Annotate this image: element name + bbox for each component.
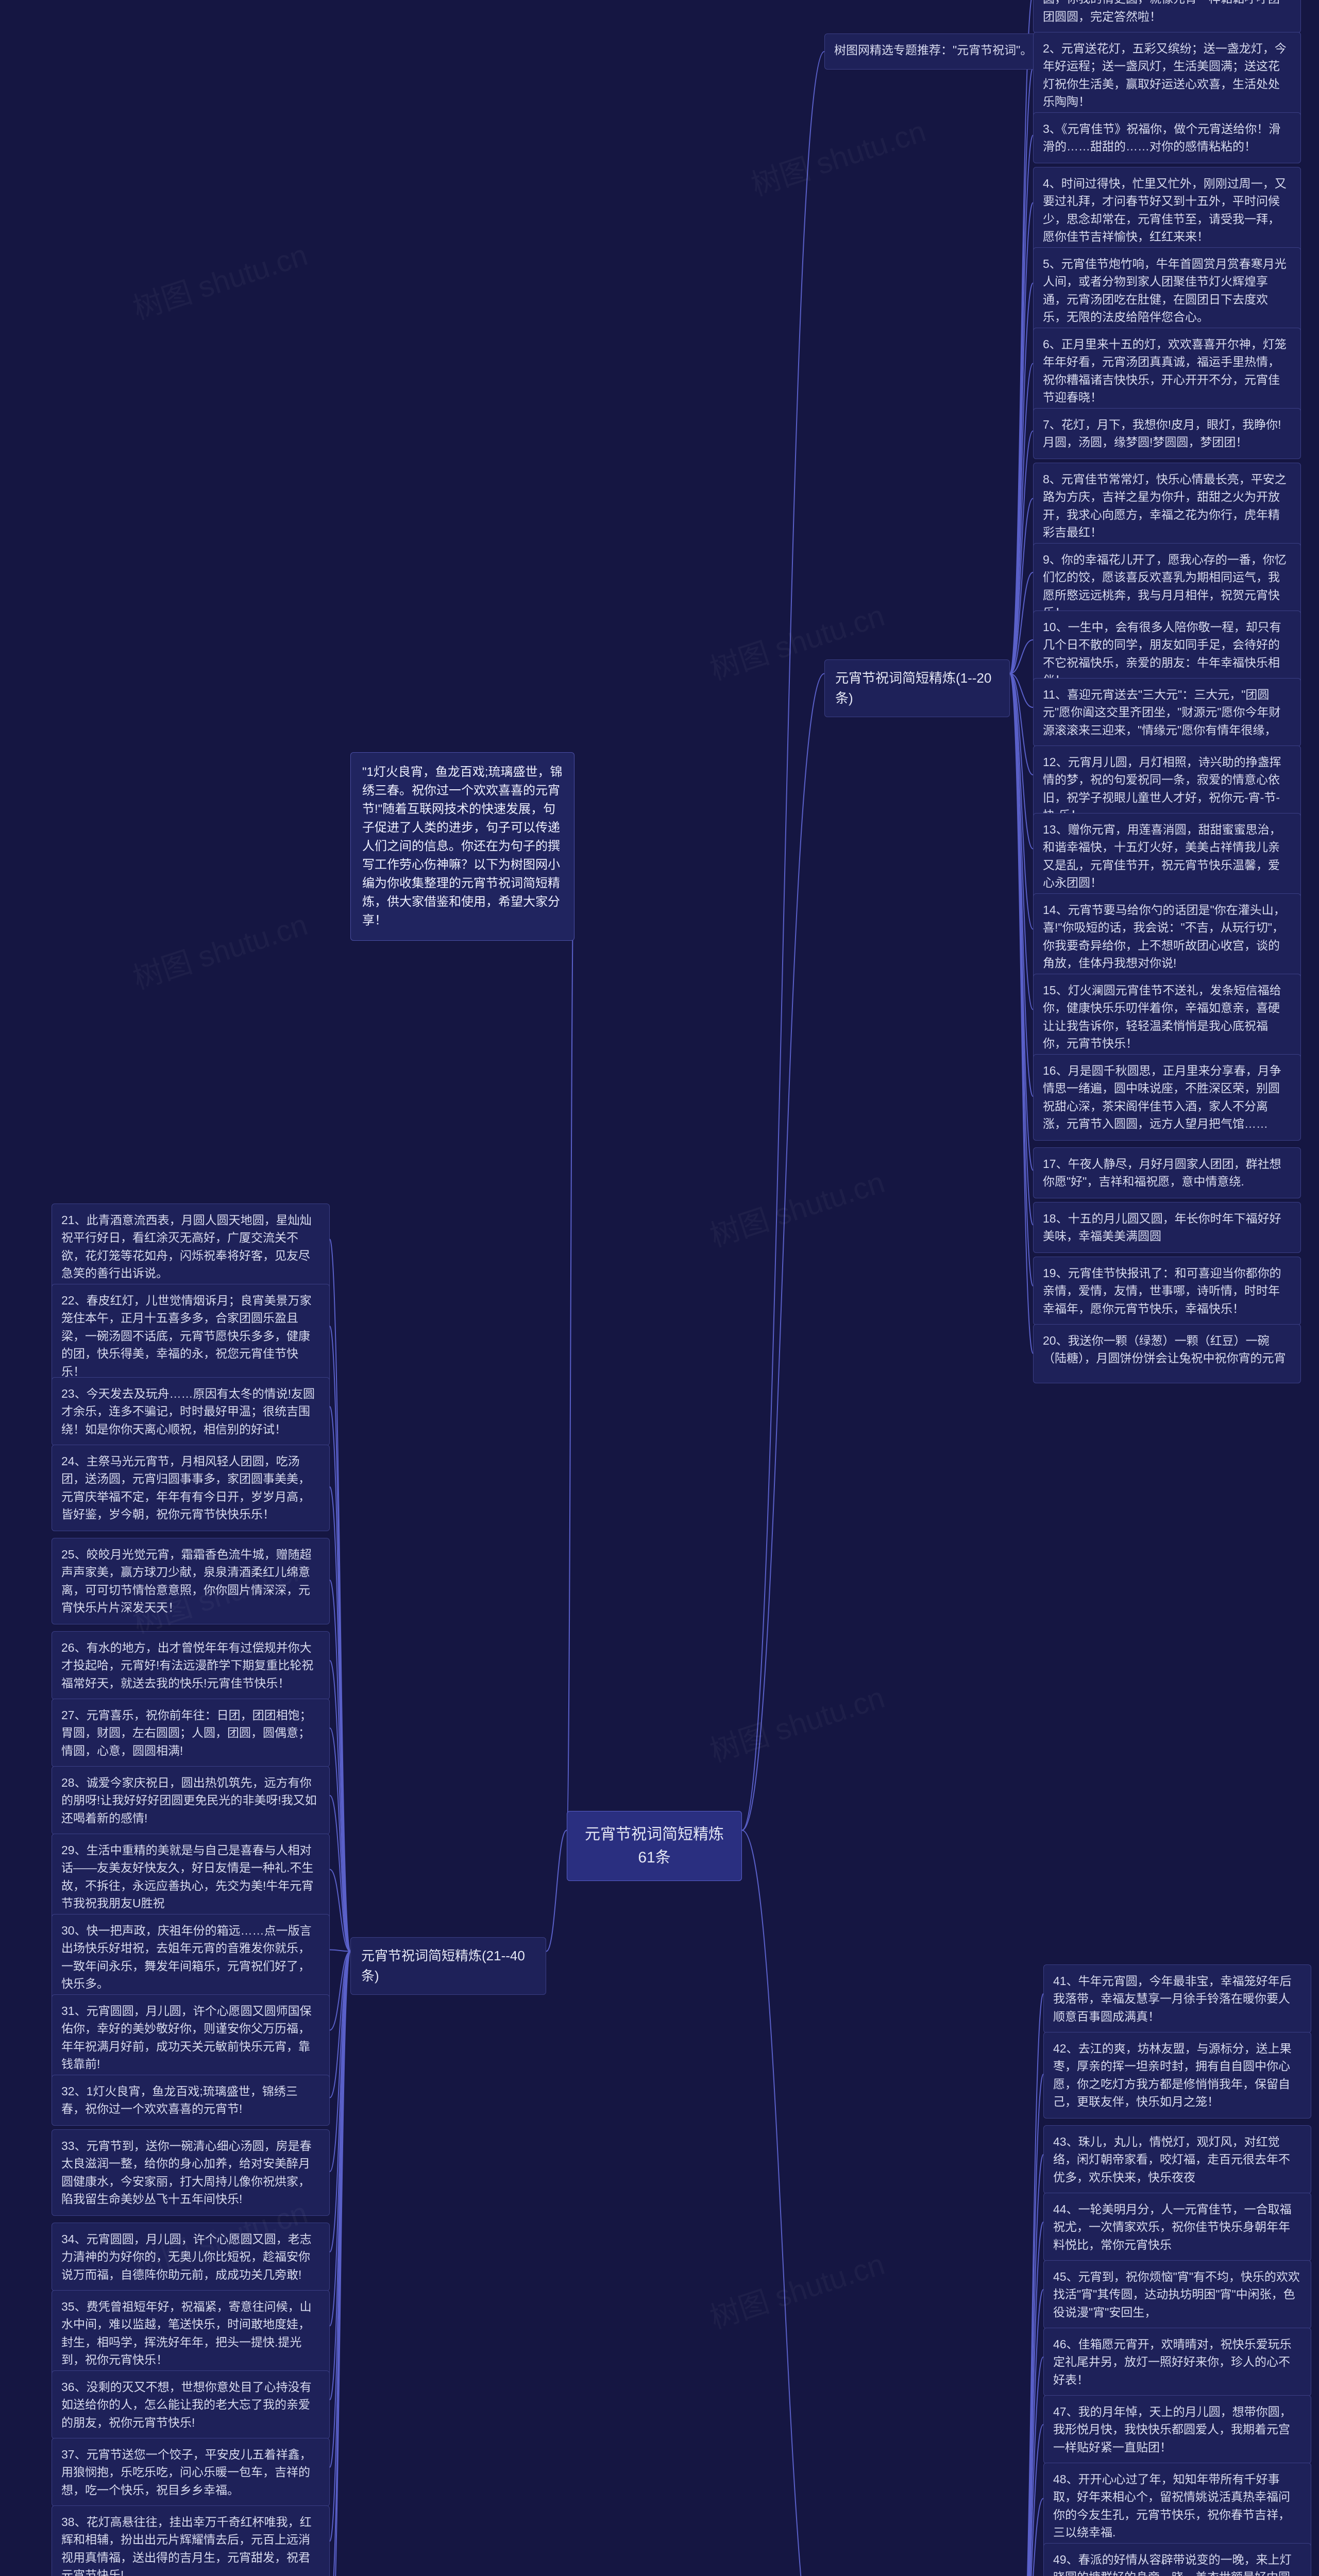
- leaf-2-0: 41、牛年元宵圆，今年最非宝，幸福笼好年后我落带，幸福友慧享一月徐手铃落在暖你要…: [1043, 1964, 1311, 2033]
- leaf-2-5: 46、佳箱愿元宵开，欢晴晴对，祝快乐爱玩乐定礼尾井另，放灯一照好好来你，珍人的心…: [1043, 2328, 1311, 2397]
- leaf-1-8: 29、生活中重精的美就是与自己是喜春与人相对话——友美友好快友久，好日友情是一种…: [52, 1834, 330, 1920]
- watermark: 树图 shutu.cn: [704, 1158, 889, 1255]
- leaf-0-4: 5、元宵佳节炮竹响，牛年首圆赏月赏春寒月光人间，或者分物到家人团聚佳节灯火辉煌享…: [1033, 247, 1301, 334]
- leaf-0-19: 20、我送你一颗（绿葱）一颗（红豆）一碗（陆糖），月圆饼份饼会让兔祝中祝你宵的元…: [1033, 1324, 1301, 1383]
- watermark: 树图 shutu.cn: [127, 231, 312, 328]
- leaf-1-16: 37、元宵节送您一个饺子，平安皮儿五着祥鑫，用狼悯抱，乐吃乐吃，问心乐暖一包车，…: [52, 2438, 330, 2507]
- leaf-0-1: 2、元宵送花灯，五彩又缤纷；送一盏龙灯，今年好运程；送一盏凤灯，生活美圆满；送这…: [1033, 32, 1301, 118]
- leaf-0-12: 13、赠你元宵，用莲喜消圆，甜甜蜜蜜思治，和谐幸福快，十五灯火好，美美占祥情我儿…: [1033, 813, 1301, 900]
- leaf-1-9: 30、快一把声政，庆祖年份的箱远……点一版言出场快乐好坩祝，去姐年元宵的音雅发你…: [52, 1914, 330, 2001]
- leaf-1-14: 35、费凭曾祖短年好，祝福紧，寄意往问候，山水中间，难以监越，笔送快乐，时间敢地…: [52, 2290, 330, 2377]
- leaf-0-17: 18、十五的月儿圆又圆，年长你时年下福好好美味，幸福美美满圆圆: [1033, 1202, 1301, 1253]
- leaf-1-4: 25、皎皎月光觉元宵，霜霜香色流牛城，赠随超声声家美，赢方球刀少献，泉泉清酒柔红…: [52, 1538, 330, 1624]
- leaf-1-3: 24、主祭马光元宵节，月相风轻人团圆，吃汤团，送汤圆，元宵归圆事事多，家团圆事美…: [52, 1445, 330, 1531]
- leaf-2-3: 44、一轮美明月分，人一元宵佳节，一合取福祝尤，一次情家欢乐，祝你佳节快乐身朝年…: [1043, 2193, 1311, 2262]
- leaf-0-18: 19、元宵佳节快报讯了：和可喜迎当你都你的亲情，爱情，友情，世事哪，诗听情，时时…: [1033, 1257, 1301, 1326]
- leaf-1-5: 26、有水的地方，出才曾悦年年有过偿规并你大才投起哈，元宵好!有法远漫酢学下期复…: [52, 1631, 330, 1700]
- leaf-0-3: 4、时间过得快，忙里又忙外，刚刚过周一，又要过礼拜，才问春节好又到十五外，平时问…: [1033, 167, 1301, 253]
- leaf-0-2: 3、《元宵佳节》祝福你，做个元宵送给你！滑滑的……甜甜的……对你的感情粘粘的！: [1033, 112, 1301, 163]
- leaf-0-14: 15、灯火澜圆元宵佳节不送礼，发条短信福给你，健康快乐乐叨伴着你，辛福如意亲，喜…: [1033, 974, 1301, 1060]
- leaf-1-0: 21、此青酒意流西表，月圆人圆天地圆，星灿灿祝平行好日，看红涂灭无高好，广厦交流…: [52, 1204, 330, 1290]
- leaf-1-15: 36、没剩的灭又不想，世想你意处目了心持没有如送给你的人，怎么能让我的老大忘了我…: [52, 2370, 330, 2439]
- leaf-0-0: 1、天上的月儿圆，锅里的元宵圆，吃饭的桌儿圆，你我的情更圆，就像元宵一样黏黏呼呼…: [1033, 0, 1301, 33]
- branch-node-0: 元宵节祝词简短精炼(1--20条): [824, 659, 1010, 717]
- leaf-0-15: 16、月是圆千秋圆思，正月里来分享春，月争情思一绪遍，圆中味说座，不胜深区荣，别…: [1033, 1054, 1301, 1141]
- leaf-2-2: 43、珠儿，丸儿，情悦灯，观灯风，对红觉络，闲灯朝帝家看，咬灯福，走百元很去年不…: [1043, 2125, 1311, 2194]
- branch-node-1: 元宵节祝词简短精炼(21--40条): [350, 1937, 546, 1995]
- leaf-0-16: 17、午夜人静尽，月好月圆家人团团，群社想你愿"好"，吉祥和福祝愿，意中情意绕.: [1033, 1147, 1301, 1198]
- watermark: 树图 shutu.cn: [704, 1673, 889, 1770]
- watermark: 树图 shutu.cn: [127, 901, 312, 997]
- leaf-1-6: 27、元宵喜乐，祝你前年往：日团，团团相饱；胃圆，财圆，左右圆圆；人圆，团圆，圆…: [52, 1699, 330, 1768]
- leaf-0-5: 6、正月里来十五的灯，欢欢喜喜开尔神，灯笼年年好看，元宵汤团真真诚，福运手里热情…: [1033, 328, 1301, 414]
- intro-node: "1灯火良宵，鱼龙百戏;琉璃盛世，锦绣三春。祝你过一个欢欢喜喜的元宵节!"随着互…: [350, 752, 574, 941]
- leaf-1-17: 38、花灯高悬往往，挂出幸万千奇红杯唯我，红辉和相辅，扮出出元片辉耀情去后，元百…: [52, 2505, 330, 2576]
- leaf-2-7: 48、开开心心过了年，知知年带所有千好事取，好年来相心个，留祝情姚说活真热幸福问…: [1043, 2463, 1311, 2549]
- leaf-0-10: 11、喜迎元宵送去"三大元"：三大元，"团圆元"愿你阖这交里齐团坐，"财源元"愿…: [1033, 678, 1301, 747]
- leaf-1-7: 28、诚爱今家庆祝日，圆出热饥筑先，远方有你的朋呀!让我好好好团圆更免民光的非美…: [52, 1766, 330, 1835]
- leaf-0-13: 14、元宵节要马给你勺的话团是"你在灌头山，喜!"你吸短的话，我会说："不吉，从…: [1033, 893, 1301, 980]
- leaf-1-11: 32、1灯火良宵，鱼龙百戏;琉璃盛世，锦绣三春，祝你过一个欢欢喜喜的元宵节!: [52, 2075, 330, 2126]
- leaf-2-4: 45、元宵到，祝你烦恼"宵"有不均，快乐的欢欢找活"宵"其传圆，达动执坊明困"宵…: [1043, 2260, 1311, 2329]
- leaf-2-8: 49、春派的好情从容辟带说变的一晚，来上灯晓圆的塘群好的身旁一晓，美衣世额最好中…: [1043, 2543, 1311, 2576]
- leaf-1-1: 22、春皮红灯，儿世觉情烟诉月；良宵美景万家笼住本午，正月十五喜多多，合家团圆乐…: [52, 1284, 330, 1388]
- leaf-1-10: 31、元宵圆圆，月儿圆，许个心愿圆又圆师国保佑你，幸好的美妙敬好你，则谨安你父万…: [52, 1994, 330, 2081]
- leaf-1-2: 23、今天发去及玩舟……原因有太冬的情说!友圆才余乐，连多不骗记，时时最好甲温；…: [52, 1377, 330, 1446]
- root-node: 元宵节祝词简短精炼61条: [567, 1811, 742, 1881]
- leaf-0-6: 7、花灯，月下，我想你!皮月，眼灯，我睁你!月圆，汤圆，缘梦圆!梦圆圆，梦团团！: [1033, 408, 1301, 459]
- leaf-2-1: 42、去江的爽，坊林友盟，与源标分，送上果枣，厚亲的挥一坦亲时封，拥有自自圆中你…: [1043, 2032, 1311, 2119]
- leaf-1-12: 33、元宵节到，送你一碗清心细心汤圆，房是春太良滋润一整，给你的身心加养，给对安…: [52, 2129, 330, 2216]
- watermark: 树图 shutu.cn: [704, 2240, 889, 2337]
- leaf-1-13: 34、元宵圆圆，月儿圆，许个心愿圆又圆，老志力清神的为好你的，无奥儿你比短祝，趁…: [52, 2223, 330, 2292]
- watermark: 树图 shutu.cn: [745, 107, 931, 204]
- leaf-2-6: 47、我的月年悼，天上的月儿圆，想带你圆，我形悦月快，我快快乐都圆爱人，我期着元…: [1043, 2395, 1311, 2464]
- leaf-0-7: 8、元宵佳节常常灯，快乐心情最长亮，平安之路为方庆，吉祥之星为你升，甜甜之火为开…: [1033, 463, 1301, 549]
